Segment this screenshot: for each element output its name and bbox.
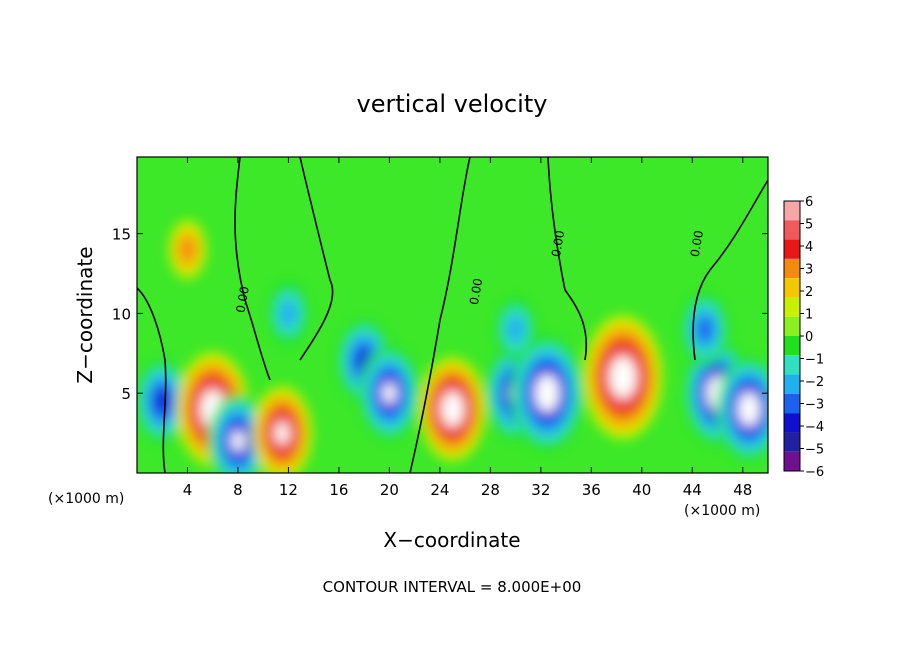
x-tick-label: 4 bbox=[183, 481, 193, 499]
x-tick-label: 20 bbox=[380, 481, 399, 499]
contour-label: 0.00 bbox=[467, 277, 485, 306]
velocity-cell-11-level-6 bbox=[742, 398, 756, 420]
velocity-cell-12-level-2 bbox=[279, 299, 298, 328]
colorbar-label: 1 bbox=[805, 308, 813, 323]
colorbar-swatch bbox=[784, 220, 800, 240]
x-tick-label: 24 bbox=[430, 481, 449, 499]
y-tick-label: 15 bbox=[112, 226, 131, 244]
colorbar-label: 6 bbox=[805, 195, 813, 210]
velocity-cell-3-level-5 bbox=[275, 422, 290, 444]
colorbar-swatch bbox=[784, 336, 800, 356]
contour-label: 0.00 bbox=[233, 285, 251, 314]
chart-title: vertical velocity bbox=[357, 90, 548, 118]
colorbar-label: 0 bbox=[805, 330, 813, 345]
velocity-cell-15-level-2 bbox=[179, 236, 196, 263]
colorbar-label: −5 bbox=[805, 443, 824, 458]
plot-area: 0.00 0.00 0.00 0.00 bbox=[137, 157, 768, 473]
x-tick-label: 44 bbox=[683, 481, 702, 499]
x-tick-label: 36 bbox=[582, 481, 601, 499]
velocity-cell-14-level-3 bbox=[697, 317, 713, 342]
velocity-cell-13-level-2 bbox=[506, 315, 525, 344]
colorbar-swatch bbox=[784, 258, 800, 279]
x-tick-label: 16 bbox=[329, 481, 348, 499]
colorbar-swatch bbox=[784, 393, 800, 414]
x-tick-label: 48 bbox=[733, 481, 752, 499]
x-tick-label: 12 bbox=[279, 481, 298, 499]
x-tick-label: 32 bbox=[531, 481, 550, 499]
colorbar: 6 5 4 3 2 1 0 −1 −2 −3 −4 −5 −6 bbox=[783, 195, 824, 480]
colorbar-label: −2 bbox=[805, 375, 824, 390]
colorbar-swatch bbox=[784, 201, 800, 221]
x-unit-right: (×1000 m) bbox=[684, 503, 760, 519]
colorbar-swatch bbox=[784, 278, 800, 298]
velocity-cell-6-level-6 bbox=[445, 398, 460, 420]
colorbar-label: 2 bbox=[805, 285, 813, 300]
velocity-cell-0-level-4 bbox=[154, 389, 170, 413]
colorbar-swatch bbox=[784, 316, 800, 336]
colorbar-swatch bbox=[784, 432, 800, 452]
x-axis: 4 8 12 16 20 24 28 32 36 40 44 48 bbox=[183, 157, 752, 499]
x-tick-label: 28 bbox=[481, 481, 500, 499]
velocity-cell-5-level-5 bbox=[382, 382, 397, 405]
plot-frame bbox=[136, 156, 769, 474]
y-tick-label: 5 bbox=[121, 385, 131, 403]
velocity-cell-2-level-5 bbox=[231, 430, 245, 452]
colorbar-label: 3 bbox=[805, 263, 813, 278]
y-axis-label: Z−coordinate bbox=[73, 246, 97, 383]
contour-label-layer: 0.00 0.00 0.00 0.00 bbox=[233, 229, 706, 314]
velocity-field bbox=[137, 220, 768, 473]
x-axis-label: X−coordinate bbox=[383, 528, 520, 552]
y-tick-label: 10 bbox=[112, 305, 131, 323]
colorbar-swatch bbox=[784, 451, 800, 471]
colorbar-swatch bbox=[784, 239, 800, 259]
colorbar-label: −6 bbox=[805, 465, 824, 480]
colorbar-label: −1 bbox=[805, 353, 824, 368]
zero-contours bbox=[137, 157, 768, 473]
colorbar-swatch bbox=[784, 413, 800, 433]
colorbar-swatch bbox=[784, 297, 800, 317]
contour-label: 0.00 bbox=[688, 229, 706, 258]
y-axis: 5 10 15 bbox=[112, 226, 768, 403]
colorbar-swatch bbox=[784, 355, 800, 375]
colorbar-label: −4 bbox=[805, 420, 824, 435]
x-tick-label: 8 bbox=[233, 481, 243, 499]
colorbar-label: 5 bbox=[805, 218, 813, 233]
velocity-cell-9-level-6 bbox=[614, 364, 631, 390]
colorbar-label: 4 bbox=[805, 240, 813, 255]
x-unit-left: (×1000 m) bbox=[48, 491, 124, 507]
velocity-cell-8-level-6 bbox=[539, 381, 555, 405]
x-tick-label: 40 bbox=[632, 481, 651, 499]
contour-label: 0.00 bbox=[549, 229, 567, 258]
contour-interval-note: CONTOUR INTERVAL = 8.000E+00 bbox=[323, 578, 582, 596]
colorbar-label: −3 bbox=[805, 398, 824, 413]
colorbar-swatch bbox=[784, 374, 800, 394]
